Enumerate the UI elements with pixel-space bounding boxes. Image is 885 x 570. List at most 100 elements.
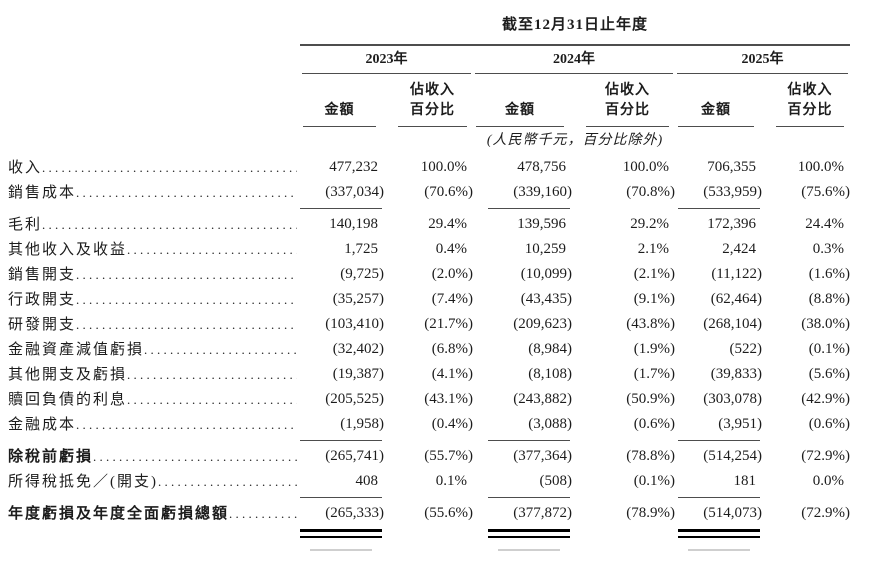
rule-segment — [678, 528, 760, 538]
cell-value-amount-2024: (377,364) — [513, 448, 572, 464]
col-header-amount-2025: 金額 — [678, 74, 754, 127]
cell-value-amount-2025: (522) — [729, 341, 763, 357]
dot-leader — [93, 444, 297, 469]
col-header-pct-2024: 佔收入 百分比 — [586, 74, 669, 127]
row-label-text: 年度虧損及年度全面虧損總額 — [8, 506, 230, 522]
dot-leader — [158, 469, 297, 494]
rule-segment — [488, 528, 570, 538]
cell-value-amount-2024: (10,099) — [520, 266, 572, 282]
row-label: 除稅前虧損 — [8, 444, 300, 469]
pct-label-line1: 佔收入 — [605, 83, 650, 98]
cell-value-pct-2024: (78.9%) — [626, 505, 675, 521]
cell-value-pct-2024: (1.7%) — [633, 366, 675, 382]
cell-value-amount-2025: (62,464) — [710, 291, 762, 307]
cell-value-pct-2024: (70.8%) — [626, 184, 675, 200]
table-row: 銷售成本 (337,034) (70.6%) (339,160) (70.8%)… — [8, 180, 850, 205]
pct-label-line2: 百分比 — [410, 103, 455, 118]
table-row: 所得稅抵免／(開支) 408 0.1% (508) (0.1%) 181 0.0… — [8, 469, 850, 494]
dot-leader — [76, 262, 297, 287]
cell-value-pct-2023: (2.0%) — [431, 266, 473, 282]
cell-value-pct-2023: 29.4% — [428, 216, 467, 232]
col-header-pct-2025: 佔收入 百分比 — [776, 74, 844, 127]
cell-value-amount-2023: (9,725) — [340, 266, 384, 282]
amount-label: 金額 — [505, 103, 535, 118]
row-label: 研發開支 — [8, 312, 300, 337]
pct-label-line2: 百分比 — [605, 103, 650, 118]
rule-segment — [678, 440, 760, 441]
dot-leader — [76, 412, 297, 437]
cell-value-amount-2025: (533,959) — [703, 184, 762, 200]
row-label: 贖回負債的利息 — [8, 387, 300, 412]
pct-label-line1: 佔收入 — [410, 83, 455, 98]
table-row: 其他開支及虧損 (19,387) (4.1%) (8,108) (1.7%) (… — [8, 362, 850, 387]
cell-value-amount-2023: (337,034) — [325, 184, 384, 200]
col-header-amount-2024: 金額 — [476, 74, 564, 127]
subtotal-rule — [8, 437, 850, 444]
cell-value-amount-2023: (265,741) — [325, 448, 384, 464]
total-double-rule — [8, 526, 850, 540]
cell-value-amount-2023: (32,402) — [332, 341, 384, 357]
rule-segment — [300, 528, 382, 538]
cell-value-amount-2023: (265,333) — [325, 505, 384, 521]
amount-label: 金額 — [701, 103, 731, 118]
cell-value-amount-2024: 10,259 — [524, 241, 566, 257]
cell-value-pct-2025: (72.9%) — [801, 448, 850, 464]
row-label-text: 其他開支及虧損 — [8, 367, 128, 383]
cell-value-pct-2023: (0.4%) — [431, 416, 473, 432]
cell-value-amount-2023: (19,387) — [332, 366, 384, 382]
dot-leader — [127, 387, 297, 412]
dot-leader — [76, 287, 297, 312]
table-row: 除稅前虧損 (265,741) (55.7%) (377,364) (78.8%… — [8, 444, 850, 469]
cell-value-pct-2024: 100.0% — [622, 159, 669, 175]
cell-value-pct-2025: (72.9%) — [801, 505, 850, 521]
column-header-row: 金額 佔收入 百分比 金額 佔收入 百分比 金額 佔收入 百分比 — [8, 74, 850, 127]
ghost-rule — [8, 549, 850, 551]
header-top-rule — [300, 44, 850, 46]
rule-segment — [678, 208, 760, 209]
cell-value-pct-2023: (70.6%) — [424, 184, 473, 200]
cell-value-amount-2025: (3,951) — [718, 416, 762, 432]
row-label-text: 收入 — [8, 160, 43, 176]
cell-value-pct-2023: (55.6%) — [424, 505, 473, 521]
cell-value-amount-2024: (43,435) — [520, 291, 572, 307]
row-label: 銷售成本 — [8, 180, 300, 205]
cell-value-pct-2024: (0.6%) — [633, 416, 675, 432]
pct-label-line1: 佔收入 — [787, 83, 833, 98]
row-label-text: 銷售成本 — [8, 185, 77, 201]
rule-segment — [300, 497, 382, 498]
cell-value-amount-2023: 477,232 — [329, 159, 378, 175]
cell-value-amount-2025: (39,833) — [710, 366, 762, 382]
row-label: 其他收入及收益 — [8, 237, 300, 262]
row-label-text: 研發開支 — [8, 317, 77, 333]
cell-value-pct-2025: (38.0%) — [801, 316, 850, 332]
cell-value-pct-2025: (75.6%) — [801, 184, 850, 200]
table-row: 行政開支 (35,257) (7.4%) (43,435) (9.1%) (62… — [8, 287, 850, 312]
cell-value-pct-2024: (43.8%) — [626, 316, 675, 332]
cell-value-pct-2023: (7.4%) — [431, 291, 473, 307]
cell-value-pct-2024: 2.1% — [637, 241, 669, 257]
amount-label: 金額 — [324, 103, 355, 118]
cell-value-amount-2024: 478,756 — [517, 159, 566, 175]
table-row: 毛利 140,198 29.4% 139,596 29.2% 172,396 2… — [8, 212, 850, 237]
rule-segment — [688, 549, 750, 551]
cell-value-amount-2025: 172,396 — [707, 216, 756, 232]
rule-segment — [488, 497, 570, 498]
dot-leader — [76, 312, 297, 337]
cell-value-pct-2025: (0.6%) — [808, 416, 850, 432]
row-label-text: 金融資產減值虧損 — [8, 342, 145, 358]
year-header-2025: 2025年 — [677, 46, 848, 74]
cell-value-amount-2025: 706,355 — [707, 159, 756, 175]
cell-value-amount-2025: 181 — [733, 473, 757, 489]
cell-value-pct-2023: (4.1%) — [431, 366, 473, 382]
row-label: 金融成本 — [8, 412, 300, 437]
dot-leader — [229, 501, 297, 526]
cell-value-pct-2024: (1.9%) — [633, 341, 675, 357]
table-row: 金融資產減值虧損 (32,402) (6.8%) (8,984) (1.9%) … — [8, 337, 850, 362]
cell-value-pct-2024: (78.8%) — [626, 448, 675, 464]
cell-value-pct-2025: (5.6%) — [808, 366, 850, 382]
year-header-2024: 2024年 — [475, 46, 673, 74]
cell-value-pct-2023: (43.1%) — [424, 391, 473, 407]
cell-value-amount-2023: (205,525) — [325, 391, 384, 407]
row-label-text: 除稅前虧損 — [8, 449, 94, 465]
